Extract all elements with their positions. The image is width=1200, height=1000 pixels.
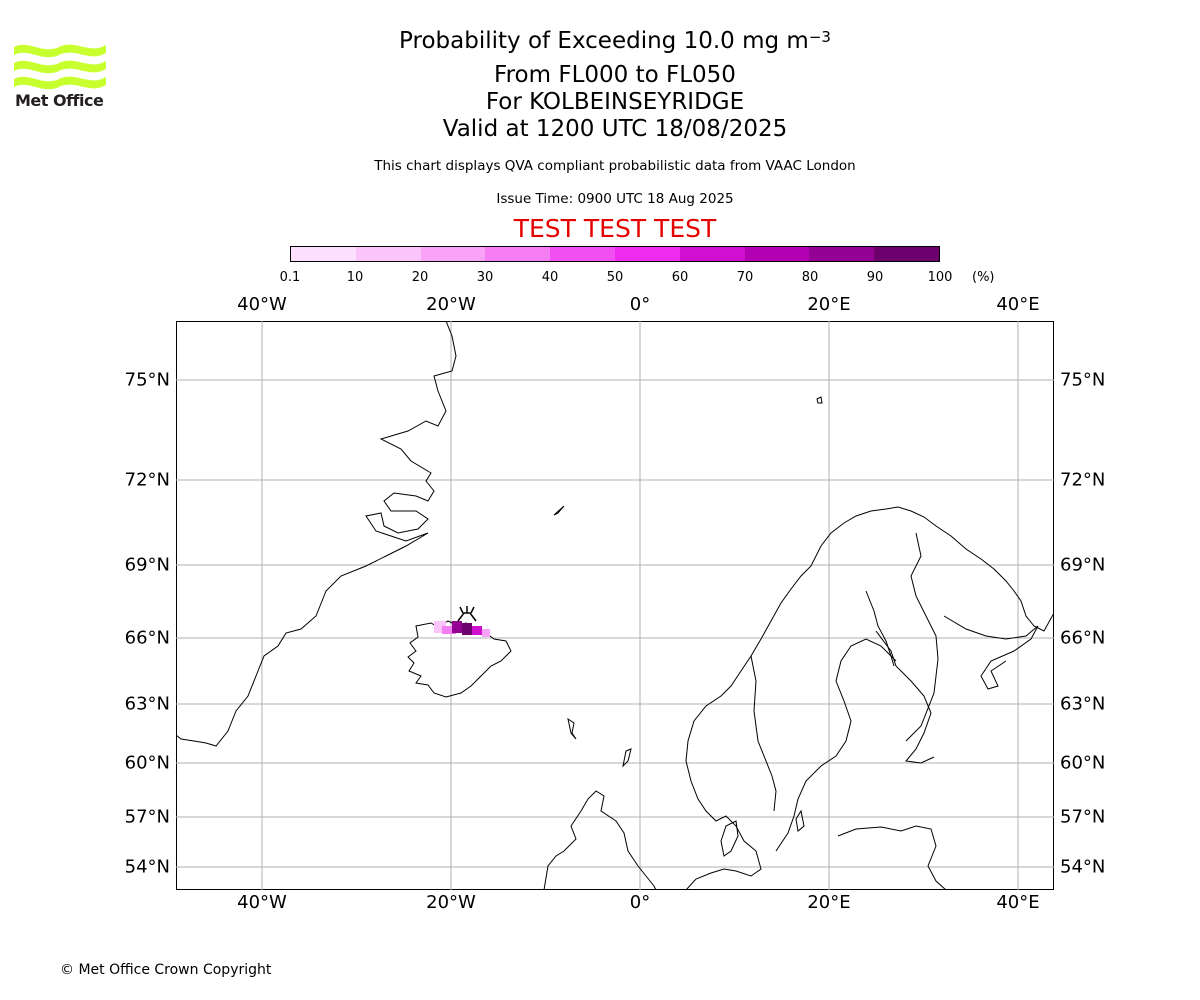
longitude-label: 20°E (807, 892, 851, 913)
map-plot (176, 321, 1054, 890)
colorbar-tick-label: 80 (801, 270, 819, 285)
gotland (795, 809, 805, 832)
colorbar-segment (291, 247, 356, 261)
colorbar-tick-label: 70 (736, 270, 754, 285)
latitude-label: 69°N (124, 554, 170, 576)
longitude-label: 0° (629, 294, 651, 315)
longitude-label: 20°E (807, 294, 851, 315)
colorbar-tick-label: 50 (606, 270, 624, 285)
colorbar-segment (485, 247, 551, 261)
graticule (176, 321, 1054, 890)
colorbar-tick-label: 30 (476, 270, 494, 285)
latitude-label: 54°N (1060, 856, 1106, 878)
flight-level-range: From FL000 to FL050 (494, 62, 736, 88)
latitude-label: 72°N (124, 469, 170, 491)
probability-plume (434, 621, 490, 637)
colorbar-segment (679, 247, 745, 261)
volcano-icon (457, 606, 477, 622)
latitude-label: 72°N (1060, 469, 1106, 491)
colorbar-segment (614, 247, 680, 261)
longitude-label: 40°W (237, 294, 287, 315)
colorbar-tick-label: 40 (541, 270, 559, 285)
latitude-label: 69°N (1060, 554, 1106, 576)
copyright: © Met Office Crown Copyright (60, 962, 272, 978)
great-britain-coast (543, 790, 657, 890)
kola-peninsula (943, 615, 1039, 690)
colorbar-segment (744, 247, 810, 261)
jan-mayen (553, 505, 565, 516)
greenland-coast (176, 321, 457, 747)
latitude-label: 57°N (124, 806, 170, 828)
gulf-of-bothnia (775, 638, 897, 852)
logo-text: Met Office (15, 91, 104, 110)
colorbar-segment (420, 247, 486, 261)
latitude-label: 66°N (1060, 627, 1106, 649)
baltic-states (837, 825, 947, 890)
latitude-label: 60°N (1060, 752, 1106, 774)
latitude-label: 75°N (1060, 369, 1106, 391)
volcano-name: For KOLBEINSEYRIDGE (485, 89, 745, 115)
latitude-label: 54°N (124, 856, 170, 878)
scandinavia-coast (685, 506, 1054, 890)
latitude-label: 66°N (124, 627, 170, 649)
test-banner: TEST TEST TEST (513, 214, 717, 243)
longitude-label: 0° (629, 892, 651, 913)
norway-sweden-border (750, 655, 777, 812)
data-source-note: This chart displays QVA compliant probab… (374, 158, 856, 174)
longitude-label: 20°W (426, 892, 476, 913)
latitude-label: 57°N (1060, 806, 1106, 828)
longitude-label: 40°W (237, 892, 287, 913)
finland-russia-border (905, 532, 939, 742)
faroe-islands (567, 717, 577, 740)
met-office-logo (14, 44, 106, 90)
latitude-label: 63°N (124, 693, 170, 715)
longitude-label: 40°E (996, 294, 1040, 315)
latitude-label: 75°N (124, 369, 170, 391)
latitude-label: 60°N (124, 752, 170, 774)
colorbar-tick-label: 10 (346, 270, 364, 285)
colorbar-unit: (%) (972, 270, 995, 285)
colorbar-tick-label: 0.1 (279, 270, 301, 285)
colorbar-segment (809, 247, 875, 261)
denmark (720, 820, 739, 857)
colorbar-tick-label: 20 (411, 270, 429, 285)
colorbar-segment (355, 247, 421, 261)
valid-time: Valid at 1200 UTC 18/08/2025 (442, 116, 788, 142)
colorbar-segment (550, 247, 615, 261)
colorbar-tick-label: 100 (927, 270, 953, 285)
probability-colorbar (290, 246, 940, 262)
longitude-label: 40°E (996, 892, 1040, 913)
colorbar-tick-label: 90 (866, 270, 884, 285)
chart-title: Probability of Exceeding 10.0 mg m−3 (399, 28, 831, 54)
sweden-finland-border (865, 590, 895, 667)
colorbar-tick-label: 60 (671, 270, 689, 285)
colorbar-segment (874, 247, 939, 261)
latitude-label: 63°N (1060, 693, 1106, 715)
shetland (622, 748, 632, 768)
finland-coast (875, 630, 935, 764)
bear-island (816, 396, 823, 404)
longitude-label: 20°W (426, 294, 476, 315)
issue-time: Issue Time: 0900 UTC 18 Aug 2025 (496, 191, 734, 207)
